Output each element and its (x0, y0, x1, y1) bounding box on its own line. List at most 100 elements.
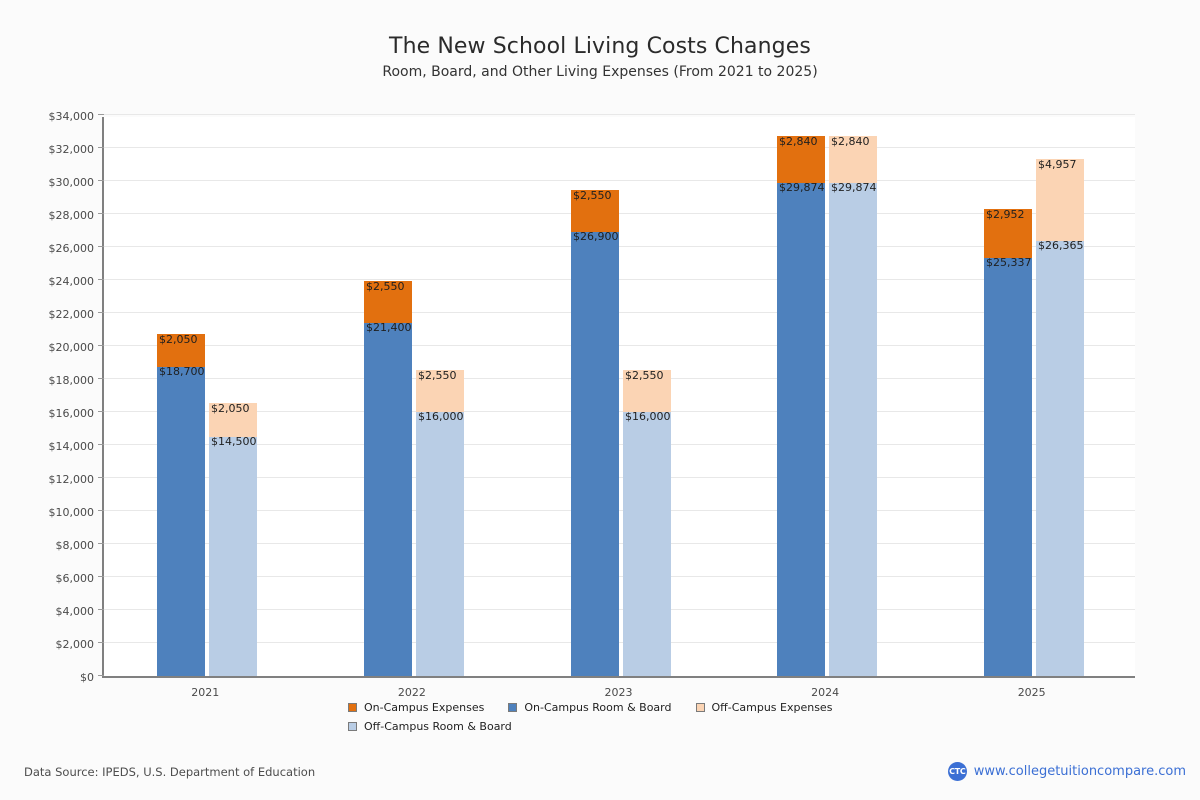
bar-on-campus-expenses[interactable] (571, 190, 619, 233)
bar-value-label: $16,000 (418, 410, 464, 423)
bar-value-label: $2,550 (366, 279, 405, 293)
bar-stack[interactable]: $26,900 $2,550 (571, 190, 619, 676)
y-axis-tick-label: $12,000 (48, 473, 95, 486)
bar-on-campus-room-board[interactable] (777, 183, 825, 676)
y-axis-tick-label: $16,000 (48, 407, 95, 420)
y-axis-tick-label: $24,000 (48, 275, 95, 288)
gridline (104, 180, 1135, 181)
x-axis-tick-label: 2021 (191, 686, 220, 699)
y-axis-tick (98, 543, 104, 544)
gridline (104, 312, 1135, 313)
x-axis-tick-label: 2023 (604, 686, 633, 699)
bar-off-campus-room-board[interactable] (416, 412, 464, 676)
bar-on-campus-expenses[interactable] (157, 333, 205, 368)
x-axis-tick-label: 2025 (1017, 686, 1046, 699)
bar-value-label: $29,874 (779, 181, 825, 195)
bar-stack[interactable]: $26,365 $4,957 (1036, 159, 1084, 676)
gridline (104, 246, 1135, 247)
bar-value-label: $2,840 (831, 135, 870, 149)
legend-swatch-icon (348, 703, 357, 712)
bar-value-label: $16,000 (625, 410, 671, 423)
bar-on-campus-room-board[interactable] (571, 232, 619, 676)
y-axis-tick (98, 180, 104, 181)
gridline (104, 444, 1135, 445)
legend-swatch-icon (508, 703, 518, 712)
y-axis-tick (98, 576, 104, 577)
y-axis-tick (98, 444, 104, 445)
y-axis-tick-label: $22,000 (48, 308, 95, 321)
bar-value-label: $2,050 (211, 401, 250, 415)
bar-stack[interactable]: $21,400 $2,550 (364, 279, 412, 676)
bar-value-label: $26,365 (1038, 238, 1084, 252)
bar-off-campus-room-board[interactable] (209, 436, 257, 676)
x-axis-tick-label: 2024 (811, 686, 840, 699)
legend-label: On-Campus Room & Board (524, 701, 672, 714)
bar-on-campus-expenses[interactable] (777, 136, 825, 184)
chart-title: The New School Living Costs Changes (389, 34, 811, 59)
gridline (104, 576, 1135, 577)
bar-value-label: $2,550 (418, 368, 457, 382)
bar-off-campus-room-board[interactable] (1036, 240, 1084, 676)
bar-stack[interactable]: $14,500 $2,050 (209, 401, 257, 676)
gridline (104, 279, 1135, 280)
bar-stack[interactable]: $16,000 $2,550 (416, 368, 464, 676)
bar-stack[interactable]: $29,874 $2,840 (777, 136, 825, 676)
gridline (104, 510, 1135, 511)
bar-off-campus-room-board[interactable] (623, 412, 671, 676)
chart-subtitle: Room, Board, and Other Living Expenses (… (382, 64, 818, 80)
y-axis-tick (98, 642, 104, 643)
y-axis-tick-label: $0 (80, 671, 94, 684)
bar-value-label: $29,874 (831, 181, 877, 195)
gridline (104, 477, 1135, 478)
y-axis-tick-label: $6,000 (55, 572, 95, 585)
bar-stack[interactable]: $18,700 $2,050 (157, 333, 205, 676)
bar-stack[interactable]: $16,000 $2,550 (623, 369, 671, 676)
bar-off-campus-expenses[interactable] (829, 136, 877, 184)
y-axis-tick (98, 510, 104, 511)
bar-value-label: $21,400 (366, 320, 412, 334)
y-axis-tick (98, 279, 104, 280)
y-axis-tick (98, 345, 104, 346)
gridline (104, 609, 1135, 610)
legend-item[interactable]: Off-Campus Room & Board (348, 720, 512, 733)
bar-stack[interactable]: $29,874 $2,840 (829, 136, 877, 676)
legend-label: Off-Campus Room & Board (364, 720, 512, 733)
bar-off-campus-expenses[interactable] (1036, 159, 1084, 241)
gridline (104, 345, 1135, 346)
bar-on-campus-room-board[interactable] (984, 257, 1032, 676)
legend-item[interactable]: On-Campus Room & Board (508, 701, 672, 714)
y-axis-tick (98, 411, 104, 412)
bar-value-label: $2,550 (573, 189, 612, 203)
bar-on-campus-expenses[interactable] (364, 280, 412, 323)
bar-stack[interactable]: $25,337 $2,952 (984, 209, 1032, 676)
y-axis-tick (98, 312, 104, 313)
bar-off-campus-expenses[interactable] (623, 369, 671, 412)
y-axis-tick-label: $10,000 (48, 506, 95, 519)
y-axis-tick-label: $2,000 (55, 638, 95, 651)
legend-item[interactable]: Off-Campus Expenses (695, 701, 832, 714)
brand-footer[interactable]: CTC www.collegetuitioncompare.com (947, 762, 1186, 781)
bar-value-label: $26,900 (573, 230, 619, 244)
ctc-logo-icon: CTC (947, 762, 967, 781)
bar-on-campus-room-board[interactable] (157, 367, 205, 676)
y-axis-tick (98, 477, 104, 478)
bar-value-label: $14,500 (211, 434, 257, 448)
y-axis-tick (98, 609, 104, 610)
chart-legend: On-Campus Expenses On-Campus Room & Board… (348, 701, 868, 739)
y-axis-tick-label: $4,000 (55, 605, 95, 618)
y-axis-tick (98, 213, 104, 214)
gridline (104, 213, 1135, 214)
legend-item[interactable]: On-Campus Expenses (348, 701, 484, 714)
bar-value-label: $25,337 (986, 255, 1032, 269)
gridline (104, 642, 1135, 643)
y-axis-tick (98, 675, 104, 676)
gridline (104, 147, 1135, 148)
y-axis-tick (98, 378, 104, 379)
bar-on-campus-expenses[interactable] (984, 209, 1032, 258)
brand-url[interactable]: www.collegetuitioncompare.com (973, 764, 1186, 779)
bar-on-campus-room-board[interactable] (364, 322, 412, 676)
bar-off-campus-expenses[interactable] (416, 369, 464, 412)
y-axis-tick (98, 147, 104, 148)
bar-off-campus-room-board[interactable] (829, 183, 877, 676)
bar-off-campus-expenses[interactable] (209, 402, 257, 437)
